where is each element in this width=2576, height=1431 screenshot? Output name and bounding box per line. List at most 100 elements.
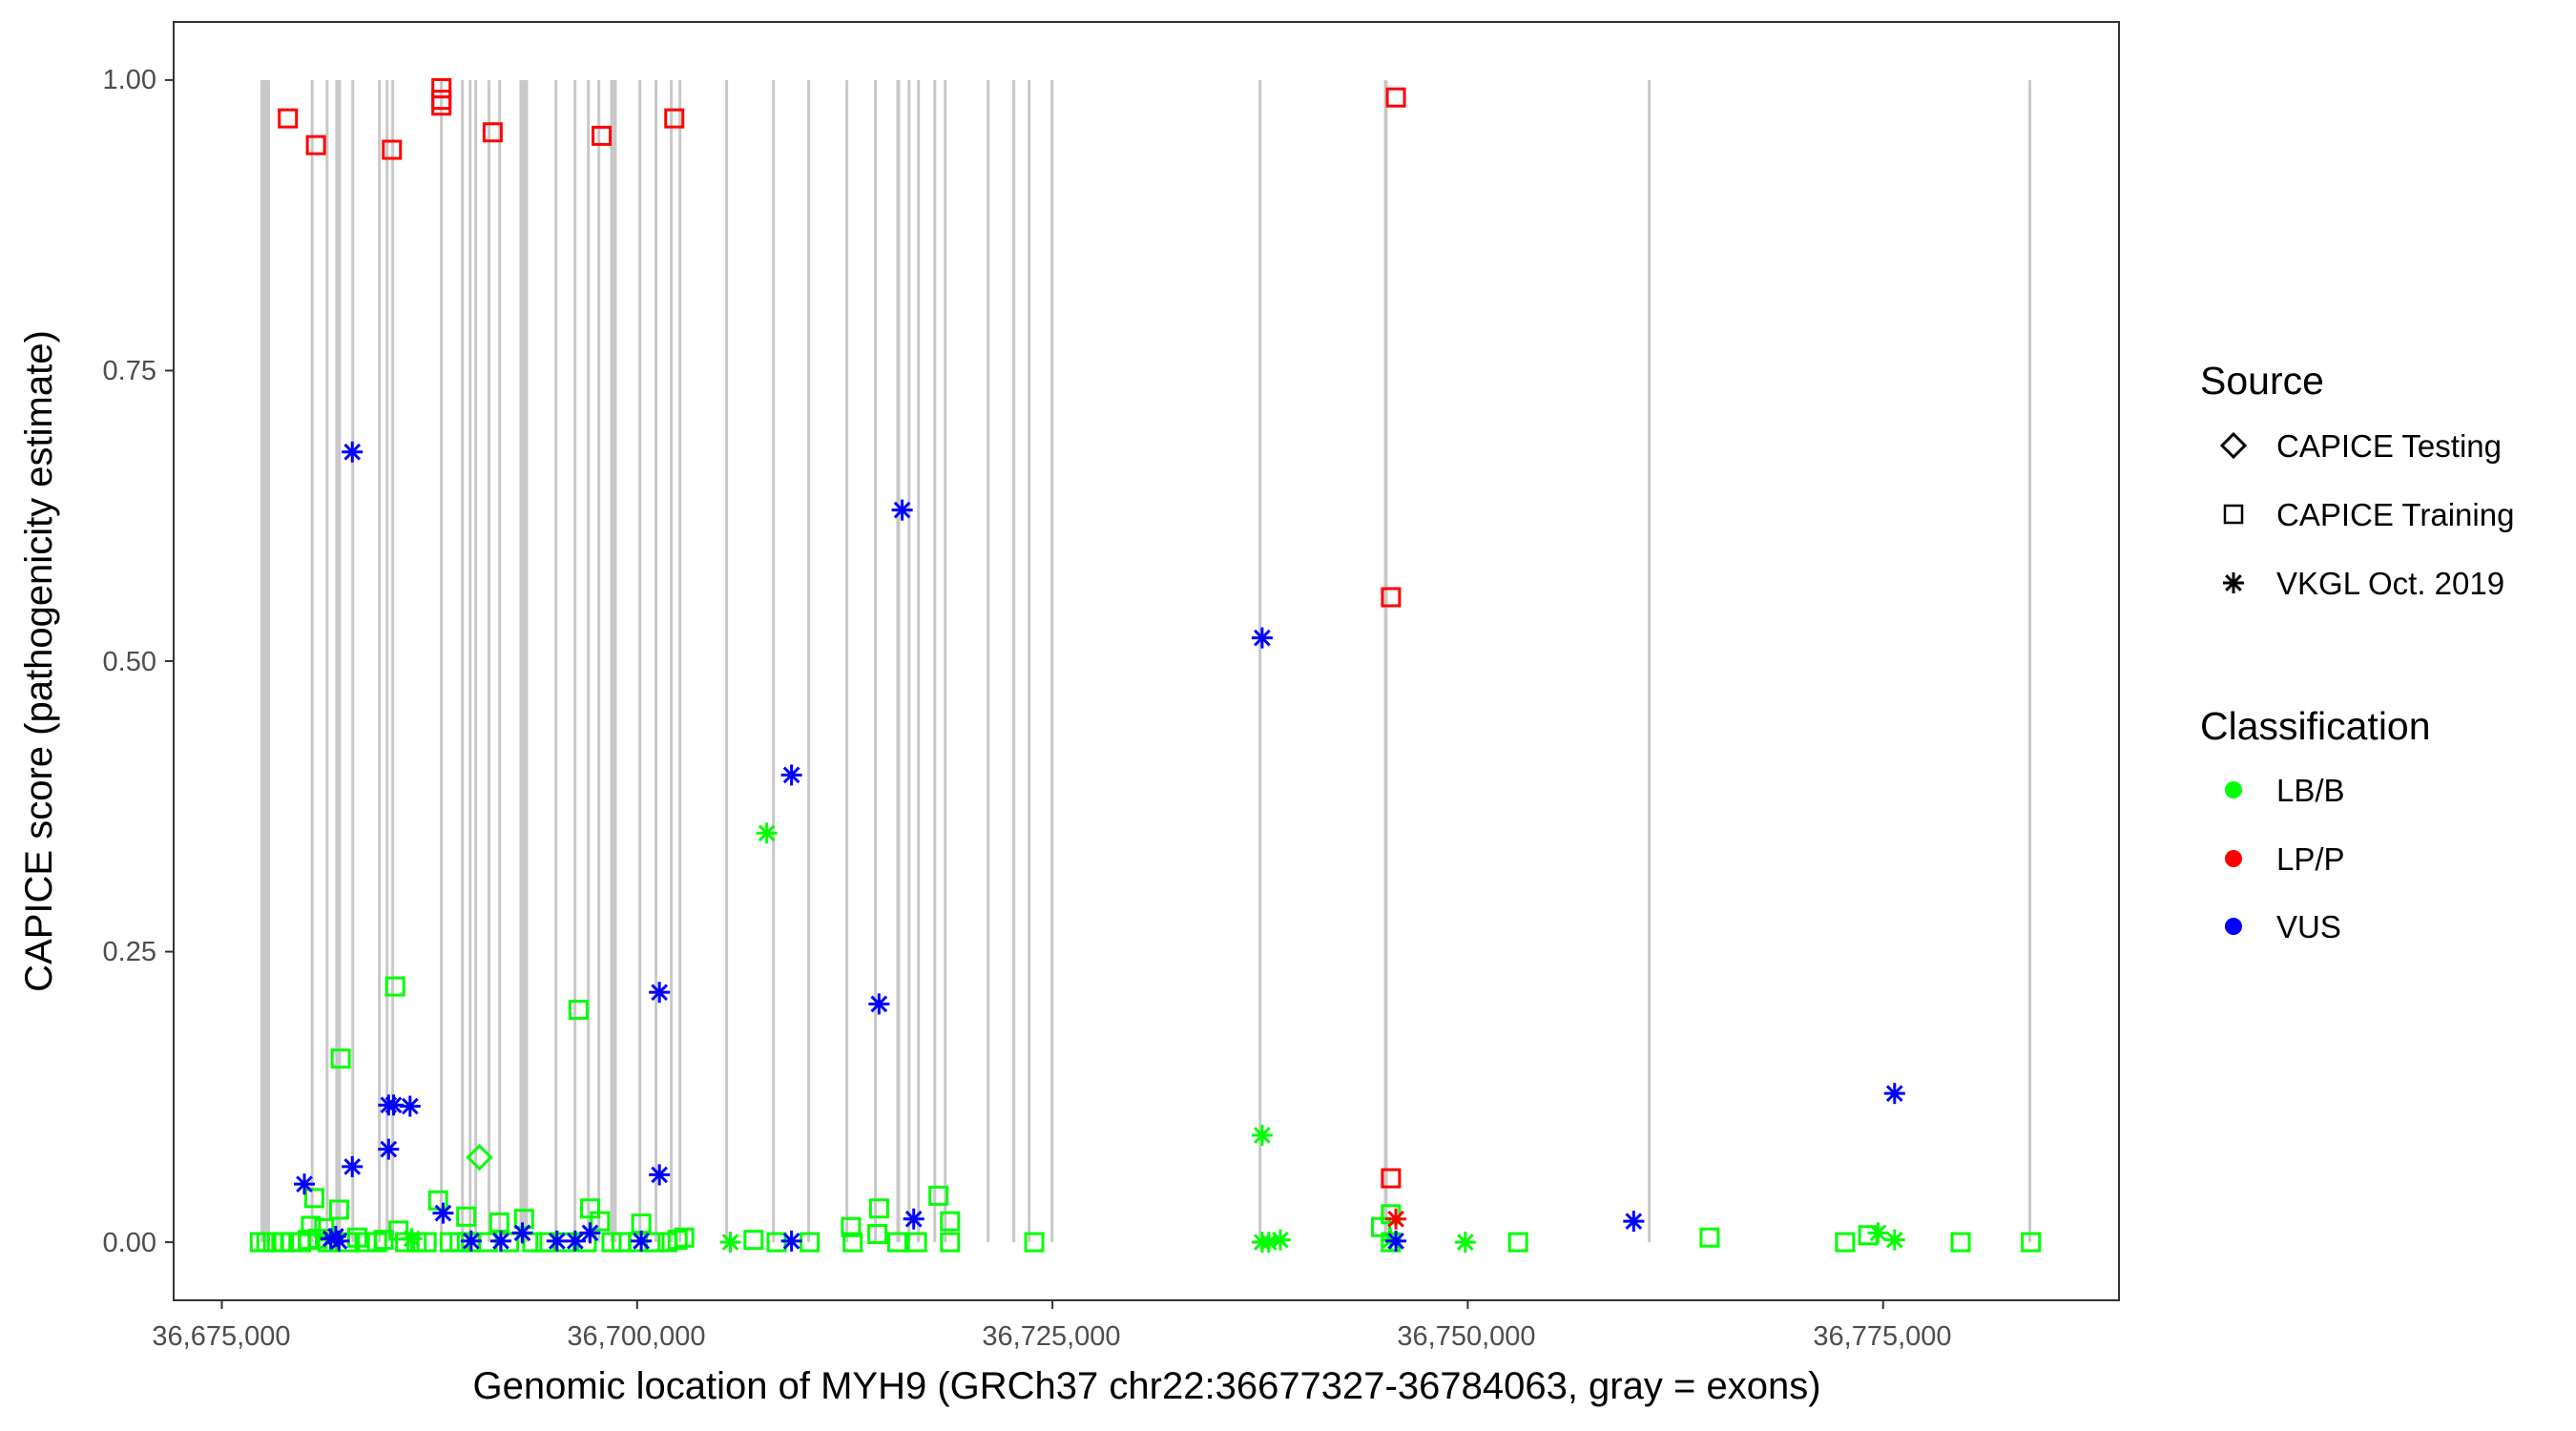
asterisk-stroke	[1885, 1085, 1903, 1103]
exon-band	[554, 79, 558, 1243]
exon-band	[1648, 79, 1652, 1243]
x-tick-label: 36,750,000	[1397, 1321, 1535, 1352]
square-marker	[1381, 587, 1402, 608]
exon-band	[725, 79, 729, 1243]
legend-key-asterisk-icon	[2223, 572, 2244, 593]
legend-key-diamond-icon	[2219, 431, 2248, 460]
data-point	[886, 1232, 907, 1253]
asterisk-stroke	[651, 984, 668, 1002]
exon-band	[654, 79, 658, 1243]
square-marker	[906, 1232, 927, 1253]
exon-band	[498, 79, 502, 1243]
data-point	[1623, 1211, 1645, 1233]
data-point	[416, 1232, 437, 1253]
data-point	[342, 1155, 364, 1177]
data-point	[780, 764, 802, 786]
y-tick-label: 0.75	[103, 356, 156, 386]
square-marker	[2223, 504, 2244, 525]
data-point	[1385, 1230, 1407, 1252]
legend-key-dot-icon	[2225, 918, 2242, 935]
square-marker	[841, 1216, 862, 1237]
data-point	[384, 976, 405, 997]
asterisk-stroke	[1254, 629, 1271, 647]
data-point	[1381, 1168, 1402, 1189]
y-tick-label: 0.00	[103, 1228, 156, 1258]
x-tick-label: 36,700,000	[567, 1321, 705, 1352]
square-marker	[868, 1198, 889, 1219]
data-point	[328, 1230, 350, 1252]
asterisk-stroke	[758, 824, 776, 842]
exon-band	[468, 79, 472, 1243]
legend-label: LP/P	[2276, 841, 2345, 877]
exon-band	[874, 79, 878, 1243]
exon-band	[391, 79, 395, 1243]
data-point	[1883, 1083, 1905, 1105]
asterisk-stroke	[721, 1234, 739, 1251]
data-point	[649, 982, 671, 1004]
data-point	[891, 499, 913, 521]
square-marker	[416, 1232, 437, 1253]
exon-band	[670, 79, 674, 1243]
data-point	[1507, 1232, 1528, 1253]
square-marker	[743, 1230, 764, 1251]
data-point	[2021, 1232, 2042, 1253]
square-marker	[667, 1230, 688, 1251]
data-point	[1269, 1229, 1291, 1251]
diamond-marker	[2219, 431, 2248, 460]
exon-band	[378, 79, 382, 1243]
square-marker	[940, 1232, 961, 1253]
asterisk-stroke	[380, 1140, 398, 1158]
data-point	[328, 1199, 349, 1220]
square-marker	[590, 1211, 611, 1232]
data-point	[305, 135, 326, 156]
data-point	[940, 1211, 961, 1232]
data-point	[1867, 1222, 1889, 1244]
asterisk-stroke	[782, 1233, 800, 1250]
asterisk-stroke	[1259, 1234, 1278, 1251]
exon-band	[440, 79, 444, 1243]
asterisk-stroke	[1387, 1233, 1404, 1250]
data-point	[719, 1232, 741, 1254]
exon-band	[638, 79, 642, 1243]
legend-title-classification: Classification	[2200, 704, 2431, 748]
data-point	[868, 993, 890, 1015]
exon-band	[1012, 79, 1016, 1243]
data-point	[743, 1230, 764, 1251]
legend-title-source: Source	[2200, 359, 2324, 403]
exon-band	[944, 79, 947, 1243]
asterisk-stroke	[1272, 1231, 1289, 1249]
asterisk-stroke	[1456, 1234, 1474, 1251]
exon-band	[907, 79, 911, 1243]
square-marker	[886, 1232, 907, 1253]
exon-band	[1258, 79, 1262, 1243]
data-point	[592, 125, 613, 146]
square-marker	[1699, 1227, 1720, 1248]
exon-band	[597, 79, 601, 1243]
asterisk-stroke	[1387, 1210, 1404, 1228]
x-tick-label: 36,725,000	[982, 1321, 1120, 1352]
data-point	[1385, 87, 1406, 108]
asterisk-stroke	[2225, 574, 2242, 591]
square-marker	[456, 1206, 477, 1227]
exon-band	[987, 79, 990, 1243]
data-point	[674, 1227, 695, 1248]
square-marker	[1385, 87, 1406, 108]
legend-label: VKGL Oct. 2019	[2276, 566, 2504, 601]
square-marker	[382, 139, 403, 160]
square-marker	[328, 1199, 349, 1220]
asterisk-stroke	[651, 1166, 668, 1184]
square-marker	[366, 1232, 387, 1253]
square-marker	[431, 95, 452, 116]
square-marker	[928, 1185, 949, 1206]
asterisk-stroke	[633, 1233, 650, 1250]
square-marker	[305, 135, 326, 156]
square-marker	[842, 1232, 863, 1253]
legend-label: CAPICE Testing	[2276, 428, 2502, 464]
y-tick-label: 0.25	[103, 937, 156, 967]
data-point	[780, 1230, 802, 1252]
data-point	[488, 1212, 509, 1233]
data-point	[513, 1209, 534, 1230]
square-marker	[488, 1212, 509, 1233]
data-point	[867, 1224, 888, 1245]
plot-panel	[174, 22, 2119, 1300]
